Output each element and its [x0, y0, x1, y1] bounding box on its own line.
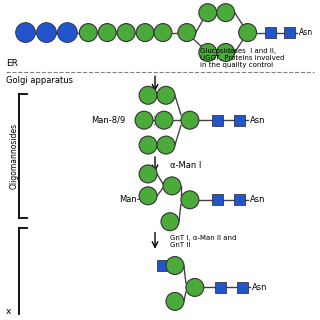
Text: Asn: Asn: [250, 116, 265, 125]
Circle shape: [155, 111, 173, 129]
Bar: [237, 282, 248, 293]
Circle shape: [79, 24, 97, 42]
Bar: [234, 194, 245, 205]
Text: Man-8/9: Man-8/9: [91, 116, 125, 125]
Circle shape: [58, 23, 77, 43]
Circle shape: [154, 24, 172, 42]
Text: Asn: Asn: [252, 283, 267, 292]
Bar: [215, 282, 226, 293]
Circle shape: [139, 187, 157, 205]
Circle shape: [186, 278, 204, 296]
Circle shape: [217, 4, 235, 22]
Bar: [212, 115, 223, 126]
Circle shape: [135, 111, 153, 129]
Text: GnT I, α-Man II and
GnT II: GnT I, α-Man II and GnT II: [170, 235, 236, 248]
Text: Golgi apparatus: Golgi apparatus: [6, 76, 73, 85]
Bar: [265, 27, 276, 38]
Circle shape: [161, 213, 179, 231]
Text: (: (: [134, 115, 138, 125]
Circle shape: [139, 165, 157, 183]
Circle shape: [181, 191, 199, 209]
Circle shape: [166, 257, 184, 275]
Text: Glucosidases  I and II,
UGGT, Proteins involved
in the quality control: Glucosidases I and II, UGGT, Proteins in…: [200, 49, 284, 68]
Bar: [156, 260, 167, 271]
Text: α-Man I: α-Man I: [170, 162, 201, 171]
Circle shape: [36, 23, 56, 43]
Text: Man-5: Man-5: [119, 195, 145, 204]
Circle shape: [139, 136, 157, 154]
Text: x: x: [6, 307, 11, 316]
Text: Asn: Asn: [250, 195, 265, 204]
Circle shape: [163, 177, 181, 195]
Circle shape: [178, 24, 196, 42]
Bar: [212, 194, 223, 205]
Circle shape: [157, 136, 175, 154]
Circle shape: [199, 4, 217, 22]
Circle shape: [166, 292, 184, 310]
Circle shape: [217, 44, 235, 61]
Text: ER: ER: [6, 60, 18, 68]
Circle shape: [239, 24, 257, 42]
Circle shape: [16, 23, 36, 43]
Text: ): ): [152, 115, 156, 125]
Bar: [284, 27, 295, 38]
Circle shape: [199, 44, 217, 61]
Text: Asn: Asn: [300, 28, 314, 37]
Circle shape: [157, 86, 175, 104]
Circle shape: [117, 24, 135, 42]
Circle shape: [98, 24, 116, 42]
Circle shape: [139, 86, 157, 104]
Text: Oligomannosides: Oligomannosides: [9, 123, 18, 189]
Bar: [234, 115, 245, 126]
Circle shape: [181, 111, 199, 129]
Circle shape: [136, 24, 154, 42]
